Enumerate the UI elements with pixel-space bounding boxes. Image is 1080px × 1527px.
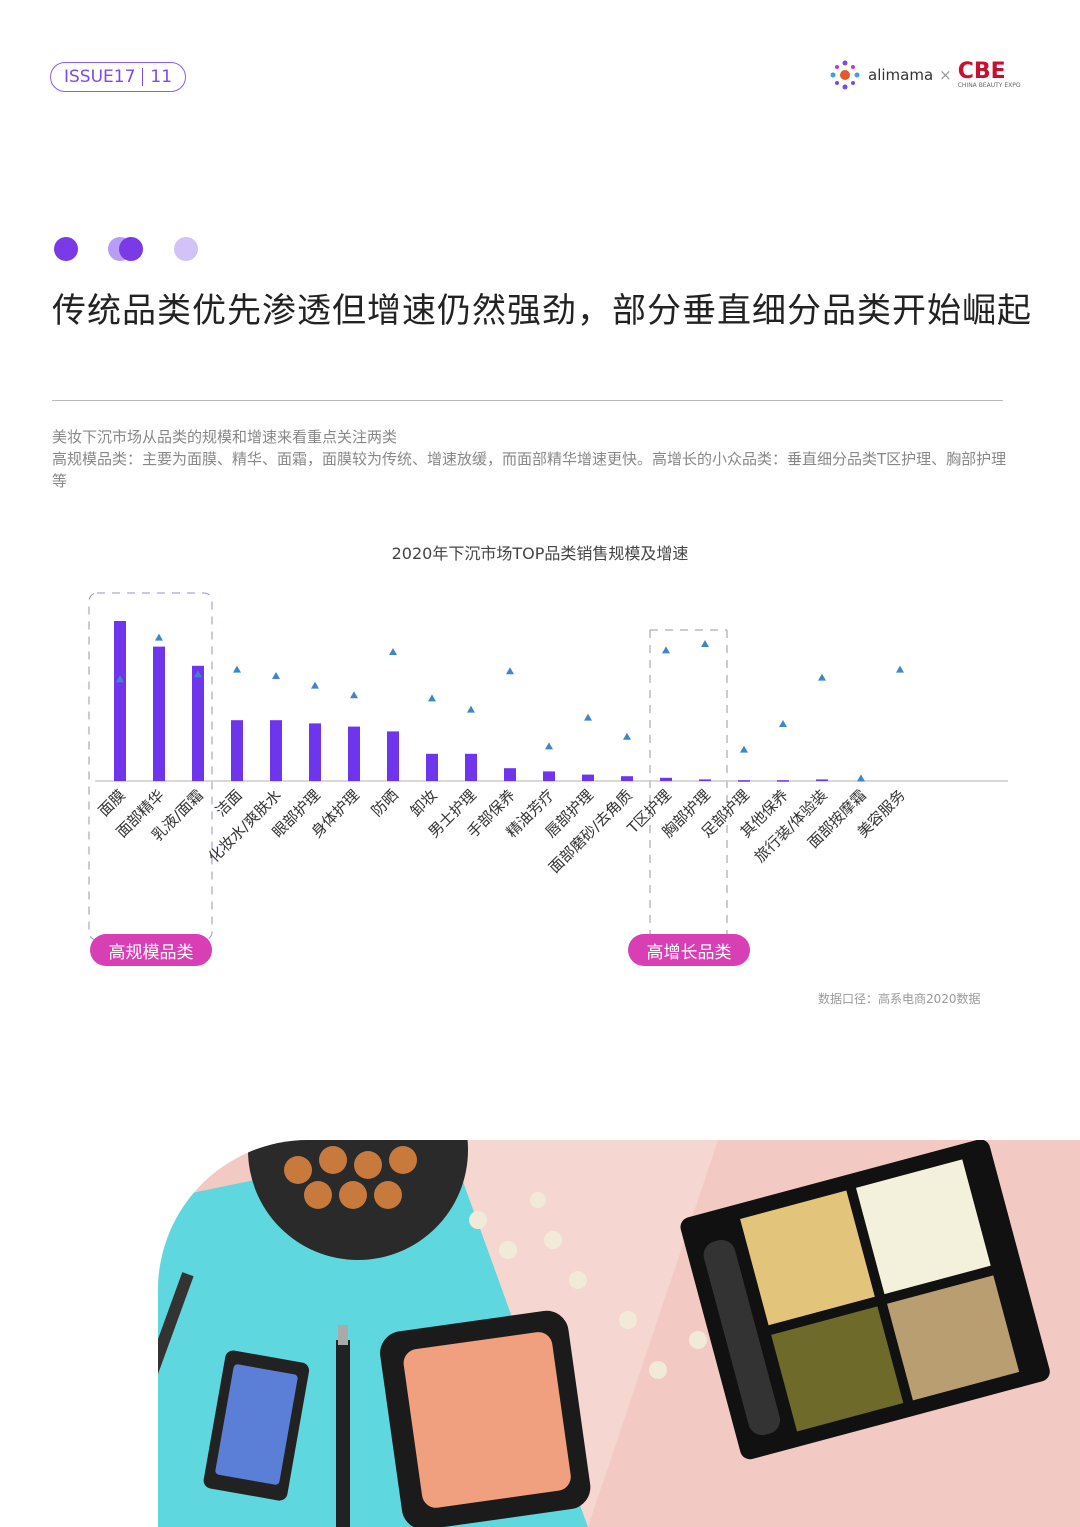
- growth-marker: [779, 720, 787, 727]
- bar: [777, 780, 789, 782]
- group-label-high-scale: 高规模品类: [90, 934, 212, 966]
- cbe-logo: CBE CHINA BEAUTY EXPO: [958, 61, 1021, 89]
- group-label-high-growth: 高增长品类: [628, 934, 750, 966]
- issue-badge: ISSUE17 11: [50, 62, 186, 92]
- decor-dot: [54, 237, 78, 261]
- growth-marker: [662, 646, 670, 654]
- growth-marker: [623, 732, 631, 740]
- growth-marker: [584, 713, 592, 721]
- growth-marker: [428, 694, 436, 702]
- bar: [660, 777, 672, 781]
- growth-marker: [233, 665, 241, 673]
- cosmetics-photo: [158, 1140, 1080, 1527]
- decor-dot: [174, 237, 198, 261]
- growth-marker: [545, 742, 553, 750]
- bar: [543, 771, 555, 781]
- bar: [816, 779, 828, 781]
- category-label: 防晒: [368, 786, 402, 820]
- bar: [348, 726, 360, 781]
- bar: [504, 768, 516, 781]
- growth-marker: [740, 745, 748, 753]
- category-label: 卸妆: [407, 786, 441, 820]
- cbe-wordmark: CBE: [957, 59, 1006, 84]
- category-label: 面膜: [95, 786, 129, 820]
- growth-marker: [272, 672, 280, 679]
- bar: [153, 646, 165, 781]
- bar: [192, 665, 204, 781]
- bar: [426, 753, 438, 781]
- description-line: 高规模品类：主要为面膜、精华、面霜，面膜较为传统、增速放缓，而面部精华增速更快。…: [52, 450, 1007, 490]
- partner-logos: alimama × CBE CHINA BEAUTY EXPO: [828, 58, 1021, 92]
- growth-marker: [155, 633, 163, 641]
- growth-marker: [896, 665, 904, 673]
- description-line: 美妆下沉市场从品类的规模和增速来看重点关注两类: [52, 428, 398, 446]
- growth-marker: [350, 691, 358, 699]
- bar: [738, 780, 750, 782]
- growth-marker: [389, 648, 397, 655]
- group-box-high-growth: [649, 629, 728, 940]
- bar: [309, 723, 321, 781]
- category-label: 洁面: [212, 786, 246, 820]
- bar: [231, 720, 243, 781]
- growth-marker: [116, 675, 124, 683]
- growth-marker: [311, 681, 319, 689]
- page-title: 传统品类优先渗透但增速仍然强劲，部分垂直细分品类开始崛起: [52, 291, 1032, 331]
- chart-title: 2020年下沉市场TOP品类销售规模及增速: [391, 544, 689, 563]
- bar: [699, 779, 711, 781]
- description: 美妆下沉市场从品类的规模和增速来看重点关注两类 高规模品类：主要为面膜、精华、面…: [52, 426, 1012, 492]
- bar: [465, 753, 477, 781]
- page-number: 11: [150, 67, 173, 87]
- bar: [270, 720, 282, 781]
- growth-marker: [857, 774, 865, 782]
- decor-dot: [119, 237, 143, 261]
- bar: [621, 776, 633, 781]
- growth-marker: [467, 705, 475, 713]
- cbe-subtitle: CHINA BEAUTY EXPO: [957, 82, 1021, 89]
- bar: [114, 621, 126, 781]
- divider: [52, 400, 1003, 401]
- issue-label: ISSUE17: [63, 67, 136, 87]
- growth-marker: [194, 670, 202, 678]
- bar: [582, 774, 594, 781]
- growth-marker: [818, 673, 826, 681]
- alimama-logo-icon: [830, 60, 860, 90]
- cross-symbol: ×: [939, 66, 952, 84]
- cosmetics-image: [158, 1140, 1050, 1527]
- bar: [387, 731, 399, 781]
- alimama-wordmark: alimama: [868, 66, 934, 84]
- growth-marker: [506, 667, 514, 675]
- divider: [142, 68, 144, 86]
- data-source: 数据口径：高系电商2020数据: [818, 992, 981, 1006]
- growth-marker: [701, 640, 709, 647]
